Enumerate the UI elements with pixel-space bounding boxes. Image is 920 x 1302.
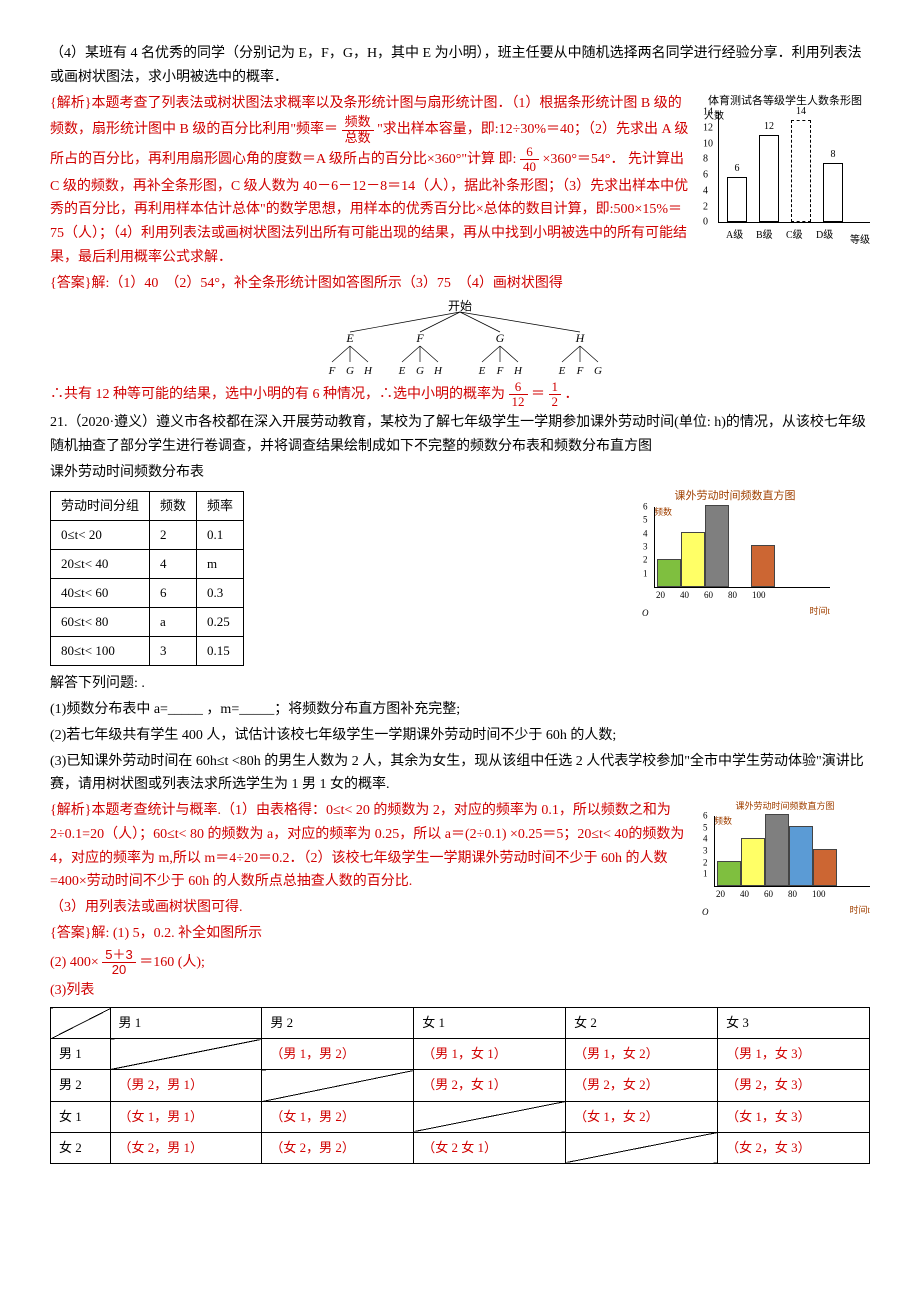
svg-text:G: G [416, 365, 424, 377]
svg-text:G: G [346, 365, 354, 377]
q21-ans1: {答案}解: (1) 5，0.2. 补全如图所示 [50, 922, 870, 946]
svg-text:E: E [345, 331, 354, 345]
q21-table-title: 课外劳动时间频数分布表 [50, 461, 870, 485]
bar-chart-title: 体育测试各等级学生人数条形图 [700, 92, 870, 111]
svg-text:E: E [398, 365, 406, 377]
histogram-2: 课外劳动时间频数直方图 频数 123456 20406080100 时间t O [700, 799, 870, 918]
svg-text:开始: 开始 [448, 299, 472, 313]
q21-sub3: (3)已知课外劳动时间在 60h≤t <80h 的男生人数为 2 人，其余为女生… [50, 750, 870, 798]
q21-after: 解答下列问题: . [50, 672, 870, 696]
svg-text:H: H [575, 331, 586, 345]
svg-text:E: E [478, 365, 486, 377]
svg-text:F: F [328, 365, 336, 377]
svg-text:G: G [594, 365, 602, 377]
q21-stem: 21.（2020·遵义）遵义市各校都在深入开展劳动教育，某校为了解七年级学生一学… [50, 411, 870, 459]
q20-item4: （4）某班有 4 名优秀的同学（分别记为 E，F，G，H，其中 E 为小明），班… [50, 42, 870, 90]
svg-text:H: H [433, 365, 443, 377]
outcome-grid: 男 1男 2女 1女 2女 3男 1（男 1，男 2）（男 1，女 1）（男 1… [50, 1007, 870, 1163]
svg-text:H: H [513, 365, 523, 377]
q21-sub1: (1)频数分布表中 a=_____ ，m=_____；将频数分布直方图补充完整; [50, 698, 870, 722]
q21-sub2: (2)若七年级共有学生 400 人，试估计该校七年级学生一学期课外劳动时间不少于… [50, 724, 870, 748]
svg-text:E: E [558, 365, 566, 377]
bar-chart-sport: 体育测试各等级学生人数条形图 人数 02468101214612148 A级B级… [700, 92, 870, 250]
histogram-1: 课外劳动时间频数直方图 频数 123456 20406080100 时间t O [640, 487, 830, 619]
svg-text:F: F [576, 365, 584, 377]
q21-ans3: (3)列表 [50, 979, 870, 1003]
svg-text:G: G [496, 331, 505, 345]
q20-answer: {答案}解:（1）40 （2）54°，补全条形统计图如答图所示（3）75 （4）… [50, 272, 870, 296]
freq-table: 劳动时间分组频数频率0≤t< 2020.120≤t< 404m40≤t< 606… [50, 491, 244, 667]
q21-ans2: (2) 400× 5＋320 ＝160 (人); [50, 948, 870, 978]
svg-text:F: F [415, 331, 424, 345]
tree-diagram: 开始 EFGHFGHEGHEFHEFG [290, 298, 630, 378]
q20-conclusion: ∴共有 12 种等可能的结果，选中小明的有 6 种情况，∴选中小明的概率为 61… [50, 380, 870, 410]
svg-text:H: H [363, 365, 373, 377]
svg-text:F: F [496, 365, 504, 377]
